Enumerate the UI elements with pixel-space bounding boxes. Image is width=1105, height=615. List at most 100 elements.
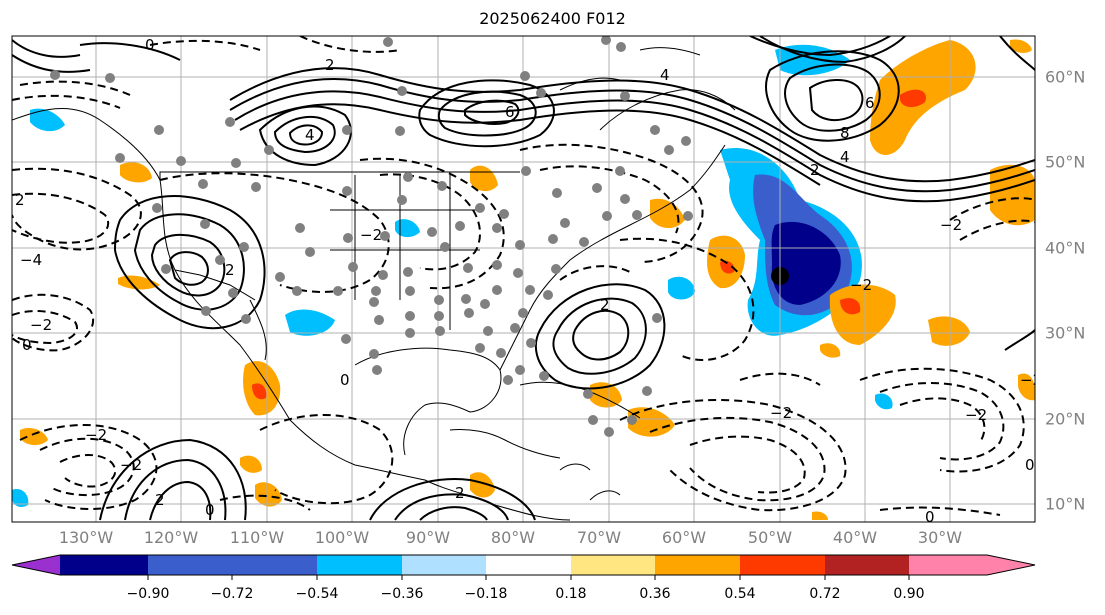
colorbar-tick-label: 0.72 xyxy=(809,586,841,602)
positive-anomaly-greenland xyxy=(1010,39,1032,53)
contour-label: 4 xyxy=(840,148,850,166)
positive-anomaly-mexico-core xyxy=(252,383,267,400)
contour-value-labels: 6 4 6 8 4 2 2 4 0 2 2 0 2 −2 −2 −2 0 −2 … xyxy=(15,36,1042,526)
contour-label: 0 xyxy=(340,371,350,389)
colorbar-segment xyxy=(571,555,655,575)
coastlines xyxy=(12,47,736,521)
contour-jet-north xyxy=(229,67,1035,183)
contour-label: −2 xyxy=(30,316,52,334)
colorbar-segment xyxy=(232,555,317,575)
longitude-label: 110°W xyxy=(229,528,285,547)
positive-anomaly-nova-scotia xyxy=(650,198,685,229)
contour-high-canada xyxy=(418,79,555,148)
colorbar-segment xyxy=(486,555,571,575)
colorbar-segment xyxy=(825,555,909,575)
latitude-label: 60°N xyxy=(1045,67,1086,87)
longitude-label: 30°W xyxy=(917,528,963,547)
contour-lines xyxy=(12,36,1035,521)
station-markers xyxy=(50,36,693,437)
contour-label: 2 xyxy=(155,491,165,509)
contour-high-pacific xyxy=(99,438,247,521)
colorbar-segment xyxy=(909,555,987,575)
negative-anomaly-gulf xyxy=(285,309,335,336)
colorbar-segment xyxy=(148,555,232,575)
contour-label: −2 xyxy=(1020,371,1042,389)
colorbar-segment xyxy=(12,555,60,575)
longitude-label: 80°W xyxy=(490,528,536,547)
contour-label: 4 xyxy=(305,126,315,144)
contour-label: −2 xyxy=(940,216,962,234)
colorbar-segment xyxy=(60,555,148,575)
contour-label: 4 xyxy=(660,66,670,84)
contour-label: 2 xyxy=(455,484,465,502)
positive-anomaly-europe-core xyxy=(900,89,926,108)
positive-anomaly-tiny xyxy=(812,511,828,520)
contour-label: −2 xyxy=(85,426,107,444)
longitude-label: 90°W xyxy=(405,528,451,547)
longitude-label: 40°W xyxy=(832,528,878,547)
colorbar-tick-label: 0.54 xyxy=(724,586,756,602)
negative-anomaly-bermuda xyxy=(668,276,695,300)
contour-high-rockies xyxy=(258,105,352,167)
negative-anomaly-lakes xyxy=(395,219,420,238)
colorbar-segment xyxy=(987,555,1035,575)
longitude-label: 50°W xyxy=(747,528,793,547)
colorbar-tick-label: 0.90 xyxy=(893,586,925,602)
contour-label: 2 xyxy=(15,191,25,209)
positive-anomaly-baja xyxy=(118,275,160,290)
longitude-label: 130°W xyxy=(58,528,114,547)
latitude-label: 20°N xyxy=(1045,409,1086,429)
contour-label: 0 xyxy=(925,508,935,526)
positive-anomaly-caribbean-2 xyxy=(628,407,675,437)
latitude-label: 10°N xyxy=(1045,494,1086,514)
contour-label: 0 xyxy=(205,501,215,519)
positive-anomaly-east-atlantic xyxy=(990,164,1035,226)
longitude-label: 70°W xyxy=(576,528,622,547)
contour-high-iceland xyxy=(765,50,900,142)
positive-anomaly-bc xyxy=(120,162,152,183)
contour-label: 0 xyxy=(22,336,32,354)
colorbar-tick-label: −0.90 xyxy=(126,586,170,602)
contour-label: −2 xyxy=(770,404,792,422)
colorbar-tick-label: −0.54 xyxy=(295,586,339,602)
colorbar xyxy=(11,554,1036,580)
negative-anomaly-far-east xyxy=(12,489,29,508)
contour-label: 6 xyxy=(865,94,875,112)
positive-anomaly-central-am xyxy=(470,472,495,498)
positive-anomaly-pacific xyxy=(20,428,48,446)
contour-label: 2 xyxy=(600,296,610,314)
plot-frame xyxy=(11,35,1036,523)
contour-label: −2 xyxy=(850,276,872,294)
contour-label: −4 xyxy=(20,251,42,269)
contour-high-west xyxy=(113,195,266,330)
colorbar-outline xyxy=(11,554,1036,576)
negative-anomaly-east xyxy=(875,393,893,410)
colorbar-tick-label: −0.72 xyxy=(210,586,254,602)
contour-label: −2 xyxy=(965,406,987,424)
colorbar-segment xyxy=(740,555,825,575)
negative-anomaly-alaska xyxy=(30,108,65,132)
contour-label: −2 xyxy=(120,456,142,474)
latitude-label: 30°N xyxy=(1045,323,1086,343)
contour-high-atlantic xyxy=(534,283,666,390)
positive-anomaly-far-east xyxy=(1018,373,1035,401)
contour-label: 0 xyxy=(145,36,155,54)
positive-anomaly-pacific-2 xyxy=(255,482,282,507)
colorbar-tick-label: 0.36 xyxy=(639,586,671,602)
colorbar-segment xyxy=(655,555,740,575)
colorbar-tick-label: −0.36 xyxy=(380,586,424,602)
colorbar-tick-label: 0.18 xyxy=(555,586,587,602)
colorbar-segment xyxy=(317,555,402,575)
positive-anomaly-yucatan xyxy=(240,455,262,473)
shaded-anomalies xyxy=(12,39,1035,520)
latitude-label: 40°N xyxy=(1045,238,1086,258)
contour-label: 2 xyxy=(225,261,235,279)
contour-label: 8 xyxy=(840,124,850,142)
contour-label: 2 xyxy=(810,161,820,179)
contour-high-central-am xyxy=(369,478,536,521)
negative-anomaly-atlantic-core xyxy=(771,221,841,305)
positive-anomaly-mid-atlantic-core xyxy=(840,298,861,315)
map-title: 2025062400 F012 xyxy=(479,9,626,28)
longitude-label: 120°W xyxy=(143,528,199,547)
